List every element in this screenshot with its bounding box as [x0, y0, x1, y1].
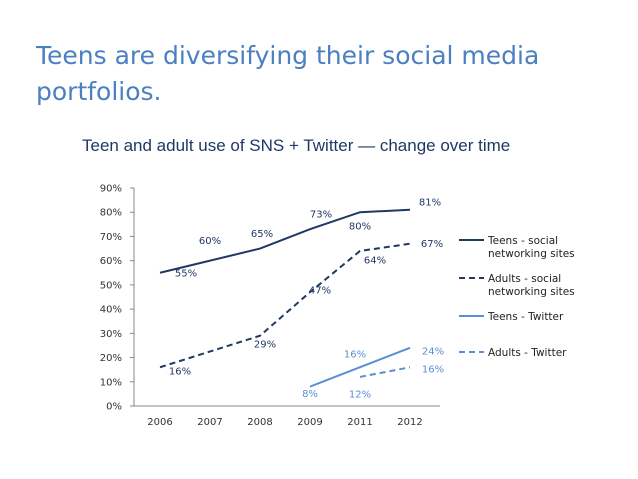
data-label-adults-twitter-2012: 16% — [422, 365, 444, 376]
y-tick-label: 70% — [100, 232, 122, 243]
x-tick-label: 2006 — [147, 417, 172, 428]
x-tick-label: 2012 — [397, 417, 422, 428]
slide-title-line2: portfolios. — [36, 77, 162, 106]
y-tick-label: 30% — [100, 329, 122, 340]
data-label-adults-social-networking-sites-2008: 29% — [254, 339, 276, 350]
data-label-adults-social-networking-sites-2011: 64% — [364, 255, 386, 266]
legend-label-teens-social-networking-sites: networking sites — [488, 248, 575, 260]
y-tick-label: 40% — [100, 305, 122, 316]
y-tick-label: 20% — [100, 353, 122, 364]
data-label-teens-social-networking-sites-2011: 80% — [349, 222, 371, 233]
y-tick-label: 60% — [100, 256, 122, 267]
data-label-adults-twitter-2011: 12% — [349, 389, 371, 400]
chart-axes: 0% 10% 20% 30% 40% 50% 60% 70% 80% 90% 2006 2007 200… — [100, 184, 440, 428]
data-label-teens-social-networking-sites-2006: 55% — [175, 268, 197, 279]
series-line-adults-twitter — [359, 366, 411, 378]
legend-label-adults-social-networking-sites: Adults - social — [488, 273, 561, 285]
y-tick-label: 10% — [100, 377, 122, 388]
data-label-adults-social-networking-sites-2006: 16% — [169, 367, 191, 378]
data-label-teens-social-networking-sites-2008: 65% — [251, 229, 273, 240]
legend-label-teens-twitter: Teens - Twitter — [487, 311, 564, 323]
data-label-teens-twitter-2009: 8% — [302, 389, 318, 400]
chart-title: Teen and adult use of SNS + Twitter — ch… — [82, 136, 511, 155]
legend-label-adults-twitter: Adults - Twitter — [488, 347, 567, 359]
series-line-teens-twitter — [309, 346, 411, 388]
data-label-teens-social-networking-sites-2007: 60% — [199, 236, 221, 247]
x-tick-label: 2008 — [247, 417, 272, 428]
x-tick-label: 2009 — [297, 417, 322, 428]
y-tick-label: 80% — [100, 208, 122, 219]
chart-series — [159, 208, 411, 388]
y-tick-label: 50% — [100, 280, 122, 291]
slide-title: Teens are diversifying their social medi… — [36, 38, 616, 110]
y-tick-label: 0% — [106, 402, 122, 413]
legend-label-adults-social-networking-sites: networking sites — [488, 286, 575, 298]
series-line-teens-social-networking-sites — [159, 208, 411, 274]
y-tick-label: 90% — [100, 184, 122, 195]
data-label-teens-twitter-2012: 24% — [422, 346, 444, 357]
x-tick-label: 2011 — [347, 417, 372, 428]
data-label-teens-twitter-2011: 16% — [344, 350, 366, 361]
series-line-adults-social-networking-sites — [159, 242, 411, 369]
chart-data-labels: 55% 65% 73% 80% 81% 60% 16% 29% 47% 64% 67% 8% 16% 24… — [169, 197, 444, 400]
data-label-adults-social-networking-sites-2012: 67% — [421, 239, 443, 250]
data-label-adults-social-networking-sites-2009: 47% — [309, 286, 331, 297]
slide-title-line1: Teens are diversifying their social medi… — [36, 41, 540, 70]
legend-label-teens-social-networking-sites: Teens - social — [487, 235, 558, 247]
data-label-teens-social-networking-sites-2012: 81% — [419, 197, 441, 208]
x-tick-label: 2007 — [197, 417, 222, 428]
data-label-teens-social-networking-sites-2009: 73% — [310, 210, 332, 221]
